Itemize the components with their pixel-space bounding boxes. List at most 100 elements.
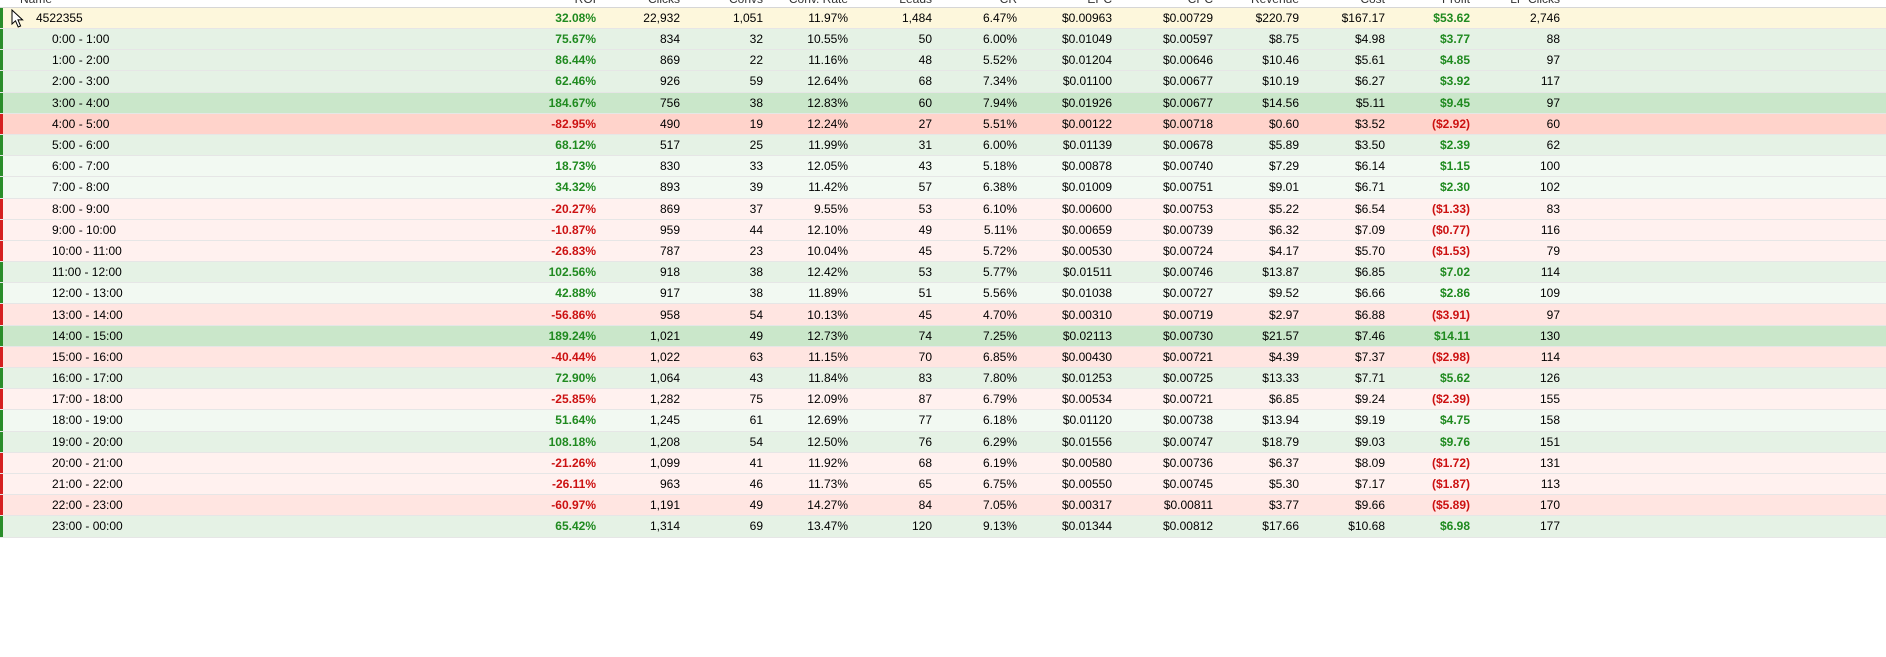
cell-lp-clicks: 114 — [1540, 349, 1560, 364]
cell-cr: 5.51% — [982, 116, 1017, 131]
cell-cr: 6.47% — [982, 11, 1017, 25]
cell-name: 7:00 - 8:00 — [52, 180, 110, 195]
cell-lp-clicks: 158 — [1539, 413, 1560, 428]
cell-revenue: $6.85 — [1268, 392, 1299, 407]
table-row[interactable]: 20:00 - 21:00 -21.26% 1,099 41 11.92% 68 6.19%… — [0, 452, 1886, 474]
cell-epc: $0.01120 — [1062, 413, 1112, 428]
cell-leads: 77 — [918, 413, 932, 428]
cell-cpc: $0.00812 — [1162, 519, 1213, 534]
table-header[interactable]: Name ROIClicksConvsConv. RateLeadsCR EPC CP… — [0, 0, 1886, 8]
cell-clicks: 1,022 — [649, 349, 680, 364]
cell-clicks: 958 — [659, 307, 680, 322]
column-header-epc[interactable]: EPC — [1022, 0, 1112, 6]
cell-cost: $6.85 — [1354, 265, 1385, 280]
table-row[interactable]: 0:00 - 1:00 75.67% 834 32 10.55% 50 6.00% $0.01… — [0, 29, 1886, 51]
column-header-convs[interactable]: Convs — [673, 0, 763, 6]
column-header-leads[interactable]: Leads — [842, 0, 932, 6]
table-row[interactable]: 11:00 - 12:00 102.56% 918 38 12.42% 53 5.77% $0… — [0, 262, 1886, 284]
summary-row[interactable]: 4522355 32.08% 22,932 1,051 11.97% 1,484 6.47%… — [0, 8, 1886, 29]
cell-cpc: $0.00677 — [1162, 74, 1213, 89]
column-header-conv-rate[interactable]: Conv. Rate — [758, 0, 848, 6]
cell-cr: 5.11% — [983, 222, 1017, 237]
cell-profit: ($1.33) — [1431, 201, 1470, 216]
cell-profit: $4.85 — [1439, 53, 1470, 68]
cell-leads: 48 — [918, 53, 932, 68]
table-row[interactable]: 10:00 - 11:00 -26.83% 787 23 10.04% 45 5.72% $0… — [0, 240, 1886, 263]
cell-profit: $9.45 — [1439, 95, 1470, 110]
cell-roi: 65.42% — [555, 519, 596, 534]
cell-cr: 7.94% — [982, 95, 1017, 110]
cell-clicks: 787 — [659, 243, 680, 258]
cell-lp-clicks: 109 — [1539, 286, 1560, 301]
table-row[interactable]: 8:00 - 9:00 -20.27% 869 37 9.55% 53 6.10% $0.00… — [0, 198, 1886, 220]
table-row[interactable]: 5:00 - 6:00 68.12% 517 25 11.99% 31 6.00% $0.01… — [0, 134, 1886, 157]
table-row[interactable]: 22:00 - 23:00 -60.97% 1,191 49 14.27% 84 7.05%… — [0, 495, 1886, 517]
cell-lp-clicks: 88 — [1546, 32, 1560, 47]
column-header-clicks[interactable]: Clicks — [590, 0, 680, 6]
cell-roi: -26.11% — [551, 477, 596, 492]
column-header-cr[interactable]: CR — [927, 0, 1017, 6]
cell-leads: 53 — [918, 265, 932, 280]
cell-conv-rate: 12.73% — [807, 328, 848, 343]
cell-conv-rate: 11.99% — [808, 138, 848, 153]
column-header-name[interactable]: Name — [20, 0, 62, 6]
cell-leads: 50 — [918, 32, 932, 47]
column-header-roi[interactable]: ROI — [506, 0, 596, 6]
cell-profit: $7.02 — [1439, 265, 1470, 280]
cell-cost: $9.66 — [1354, 498, 1385, 513]
cell-cpc: $0.00646 — [1162, 53, 1213, 68]
cell-clicks: 1,314 — [649, 519, 680, 534]
table-row[interactable]: 3:00 - 4:00 184.67% 756 38 12.83% 60 7.94% $0.0… — [0, 92, 1886, 114]
cell-revenue: $6.37 — [1268, 455, 1299, 470]
table-row[interactable]: 18:00 - 19:00 51.64% 1,245 61 12.69% 77 6.18% $… — [0, 410, 1886, 432]
column-header-cost[interactable]: Cost — [1295, 0, 1385, 6]
cell-cpc: $0.00718 — [1162, 116, 1213, 131]
cell-leads: 70 — [918, 349, 932, 364]
table-row[interactable]: 4:00 - 5:00 -82.95% 490 19 12.24% 27 5.51% $0.0… — [0, 113, 1886, 135]
column-header-profit[interactable]: Profit — [1380, 0, 1470, 6]
positive-indicator-bar — [0, 71, 3, 92]
cell-cr: 9.13% — [982, 519, 1017, 534]
cell-profit: ($0.77) — [1431, 222, 1470, 237]
negative-indicator-bar — [0, 219, 3, 240]
mouse-pointer-icon — [11, 9, 24, 28]
table-row[interactable]: 12:00 - 13:00 42.88% 917 38 11.89% 51 5.56% $0.… — [0, 283, 1886, 305]
column-header-lp-clicks[interactable]: LP Clicks — [1470, 0, 1560, 6]
cell-leads: 43 — [918, 159, 932, 174]
cell-roi: -60.97% — [551, 498, 596, 513]
table-row[interactable]: 21:00 - 22:00 -26.11% 963 46 11.73% 65 6.75% $0… — [0, 473, 1886, 496]
cell-epc: $0.01204 — [1061, 53, 1112, 68]
cell-epc: $0.01049 — [1061, 32, 1112, 47]
table-row[interactable]: 2:00 - 3:00 62.46% 926 59 12.64% 68 7.34% $0.01… — [0, 71, 1886, 93]
cell-conv-rate: 12.24% — [807, 116, 848, 131]
cell-cost: $5.70 — [1354, 243, 1385, 258]
table-row[interactable]: 23:00 - 00:00 65.42% 1,314 69 13.47% 120 9.13%… — [0, 516, 1886, 538]
cell-leads: 68 — [918, 455, 932, 470]
table-row[interactable]: 15:00 - 16:00 -40.44% 1,022 63 11.15% 70 6.85%… — [0, 346, 1886, 368]
table-row[interactable]: 16:00 - 17:00 72.90% 1,064 43 11.84% 83 7.80% $… — [0, 368, 1886, 390]
column-header-revenue[interactable]: Revenue — [1209, 0, 1299, 6]
cell-conv-rate: 10.13% — [807, 307, 848, 322]
cell-name: 21:00 - 22:00 — [52, 477, 123, 492]
positive-indicator-bar — [0, 92, 3, 113]
table-row[interactable]: 13:00 - 14:00 -56.86% 958 54 10.13% 45 4.70% $0… — [0, 304, 1886, 326]
table-row[interactable]: 7:00 - 8:00 34.32% 893 39 11.42% 57 6.38% $0.01… — [0, 177, 1886, 199]
column-header-cpc[interactable]: CPC — [1123, 0, 1213, 6]
table-row[interactable]: 9:00 - 10:00 -10.87% 959 44 12.10% 49 5.11% $0.… — [0, 219, 1886, 241]
cell-cost: $4.98 — [1354, 32, 1385, 47]
cell-cpc: $0.00753 — [1162, 201, 1213, 216]
cell-leads: 53 — [918, 201, 932, 216]
cell-cr: 7.25% — [982, 328, 1017, 343]
table-row[interactable]: 17:00 - 18:00 -25.85% 1,282 75 12.09% 87 6.79%… — [0, 389, 1886, 411]
positive-indicator-bar — [0, 431, 3, 452]
table-row[interactable]: 19:00 - 20:00 108.18% 1,208 54 12.50% 76 6.29%… — [0, 431, 1886, 453]
table-row[interactable]: 14:00 - 15:00 189.24% 1,021 49 12.73% 74 7.25%… — [0, 325, 1886, 347]
table-row[interactable]: 1:00 - 2:00 86.44% 869 22 11.16% 48 5.52% $0.01… — [0, 50, 1886, 72]
cell-revenue: $220.79 — [1255, 11, 1299, 25]
cell-revenue: $13.87 — [1262, 265, 1299, 280]
cell-convs: 63 — [749, 349, 763, 364]
table-row[interactable]: 6:00 - 7:00 18.73% 830 33 12.05% 43 5.18% $0.00… — [0, 156, 1886, 178]
cell-roi: 42.88% — [555, 286, 596, 301]
cell-cost: $9.24 — [1354, 392, 1385, 407]
cell-revenue: $6.32 — [1268, 222, 1299, 237]
